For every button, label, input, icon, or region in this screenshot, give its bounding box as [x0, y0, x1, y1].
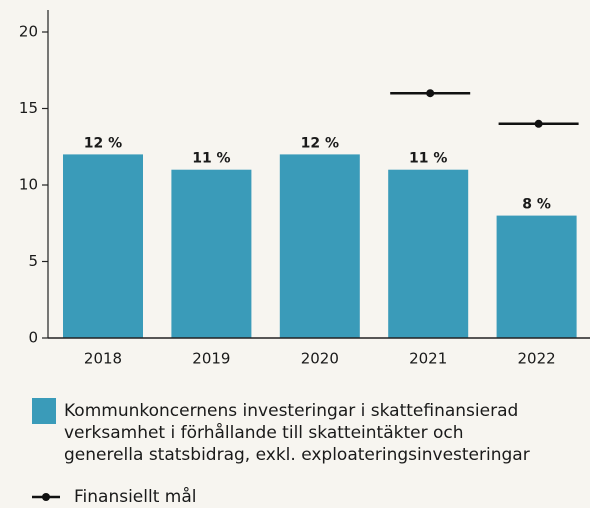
- x-tick-label: 2019: [192, 350, 230, 368]
- value-label: 11 %: [192, 151, 230, 167]
- target-dot: [534, 119, 543, 128]
- value-label: 8 %: [522, 197, 551, 213]
- bar: [171, 169, 252, 338]
- value-label: 12 %: [301, 135, 339, 151]
- bar: [63, 154, 143, 338]
- target-dot: [426, 89, 435, 98]
- y-tick-label: 15: [19, 99, 38, 117]
- legend-swatch: [32, 493, 60, 501]
- y-tick-label: 5: [28, 252, 38, 270]
- bar: [388, 169, 469, 338]
- value-label: 12 %: [84, 135, 122, 151]
- legend-swatch: [32, 398, 56, 424]
- x-tick-label: 2022: [518, 350, 556, 368]
- legend-dot: [42, 493, 50, 501]
- y-tick-label: 0: [28, 329, 38, 347]
- x-tick-label: 2020: [301, 350, 339, 368]
- chart: 0 5 10 15 20 2018 12 % 2019 11 % 2020 12 % 2021 11 %…: [19, 10, 590, 368]
- legend-label: Kommunkoncernens investeringar i skattef…: [64, 401, 530, 465]
- x-tick-label: 2018: [84, 350, 122, 368]
- x-tick-label: 2021: [409, 350, 447, 368]
- y-tick-label: 10: [19, 176, 38, 194]
- legend-label: Finansiellt mål: [74, 487, 197, 507]
- bar: [496, 215, 577, 338]
- y-tick-label: 20: [19, 23, 38, 41]
- bar: [279, 154, 360, 338]
- value-label: 11 %: [409, 151, 447, 167]
